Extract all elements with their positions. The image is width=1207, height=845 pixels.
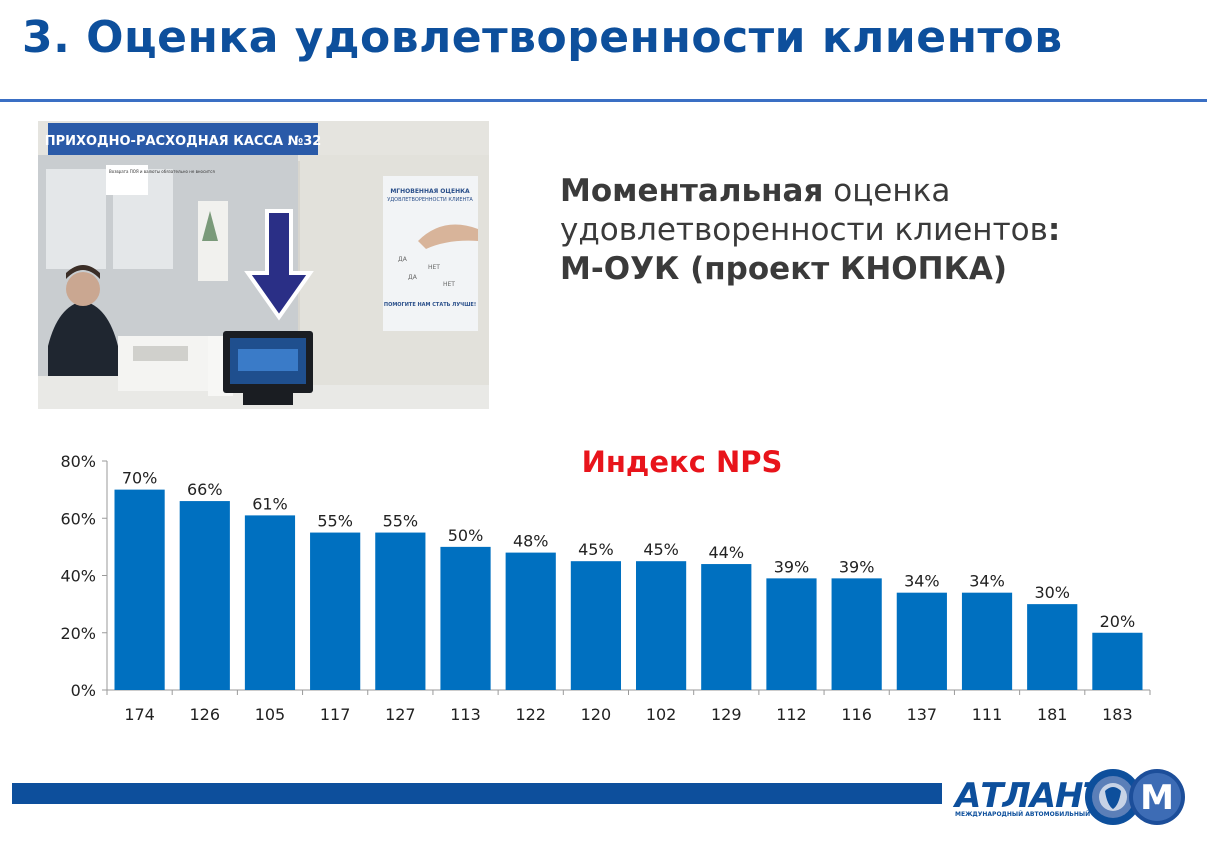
poster-word-4: НЕТ xyxy=(443,281,455,288)
poster-bottom-text: ПОМОГИТЕ НАМ СТАТЬ ЛУЧШЕ! xyxy=(384,302,476,308)
description-line-3: М-ОУК (проект КНОПКА) xyxy=(560,250,1160,289)
cash-desk-photo: ПРИХОДНО-РАСХОДНАЯ КАССА №32 Возврата ПО… xyxy=(38,121,489,409)
atlant-logo-text: АТЛАНТ xyxy=(955,776,1106,816)
down-arrow-icon xyxy=(244,209,314,321)
y-tick-label: 80% xyxy=(60,452,96,471)
x-tick-label: 116 xyxy=(841,705,872,724)
bar xyxy=(570,561,622,690)
bar-value-label: 34% xyxy=(904,572,940,591)
atlant-logo-subtext: МЕЖДУНАРОДНЫЙ АВТОМОБИЛЬНЫЙ ХОЛДИНГ xyxy=(955,811,1127,818)
chart-title: Индекс NPS xyxy=(582,445,783,479)
bar-value-label: 66% xyxy=(187,480,223,499)
bar-value-label: 45% xyxy=(578,540,614,559)
bar xyxy=(766,578,817,690)
bar-value-label: 44% xyxy=(709,543,745,562)
emblem-letter: М xyxy=(1140,778,1174,818)
cash-desk-sign-text: ПРИХОДНО-РАСХОДНАЯ КАССА №32 xyxy=(45,134,322,149)
button-project-description: Моментальная оценка удовлетворенности кл… xyxy=(560,172,1160,289)
poster-title-2: УДОВЛЕТВОРЕННОСТИ КЛИЕНТА xyxy=(387,197,473,203)
x-tick-label: 129 xyxy=(711,705,742,724)
x-tick-label: 127 xyxy=(385,705,416,724)
x-tick-label: 120 xyxy=(581,705,612,724)
x-tick-label: 105 xyxy=(255,705,286,724)
bar xyxy=(440,546,491,690)
x-tick-label: 181 xyxy=(1037,705,1068,724)
y-tick-label: 0% xyxy=(71,681,96,700)
bar-value-label: 39% xyxy=(774,557,810,576)
x-tick-label: 183 xyxy=(1102,705,1133,724)
notice-text: Возврата ПОЯ и валюты обязательно не вно… xyxy=(109,169,215,174)
description-line-2: удовлетворенности клиентов: xyxy=(560,211,1160,250)
poster xyxy=(383,176,478,331)
bar xyxy=(831,578,882,690)
bar-value-label: 55% xyxy=(317,512,353,531)
bar-value-label: 20% xyxy=(1100,612,1136,631)
description-line-3-text: М-ОУК (проект КНОПКА) xyxy=(560,251,1008,287)
bar-value-label: 50% xyxy=(448,526,484,545)
bar-value-label: 70% xyxy=(122,469,158,488)
bar-value-label: 45% xyxy=(643,540,679,559)
x-tick-label: 137 xyxy=(907,705,938,724)
x-tick-label: 174 xyxy=(124,705,155,724)
x-tick-label: 111 xyxy=(972,705,1003,724)
description-line-1-rest: оценка xyxy=(823,173,951,209)
y-tick-label: 40% xyxy=(60,567,96,586)
slide-title: 3. Оценка удовлетворенности клиентов xyxy=(22,12,1063,63)
description-line-2-colon: : xyxy=(1047,212,1061,248)
bar xyxy=(1092,632,1143,690)
description-line-2-text: удовлетворенности клиентов xyxy=(560,212,1048,248)
bar xyxy=(114,489,165,690)
bar-value-label: 30% xyxy=(1034,583,1070,602)
bar-value-label: 48% xyxy=(513,532,549,551)
bar xyxy=(635,561,687,690)
bar-value-label: 55% xyxy=(383,512,419,531)
bar xyxy=(244,515,296,690)
y-tick-label: 20% xyxy=(60,624,96,643)
title-divider xyxy=(0,99,1207,102)
poster-word-1: ДА xyxy=(398,256,408,263)
poster-title-1: МГНОВЕННАЯ ОЦЕНКА xyxy=(390,188,470,195)
bar-value-label: 61% xyxy=(252,494,288,513)
description-line-1: Моментальная оценка xyxy=(560,172,1160,211)
x-tick-label: 126 xyxy=(190,705,221,724)
bar xyxy=(961,592,1013,690)
bar xyxy=(896,592,947,690)
bar xyxy=(701,564,752,690)
x-tick-label: 113 xyxy=(450,705,481,724)
x-tick-label: 112 xyxy=(776,705,807,724)
atlant-emblem-icon: М xyxy=(1085,769,1185,825)
notice-sheet xyxy=(106,165,148,195)
bar xyxy=(1027,604,1078,690)
y-tick-label: 60% xyxy=(60,509,96,528)
description-bold-word: Моментальная xyxy=(560,173,824,209)
cash-desk-sign xyxy=(48,123,318,155)
bar-value-label: 39% xyxy=(839,557,875,576)
poster-word-3: ДА xyxy=(408,274,418,281)
bar-value-label: 34% xyxy=(969,572,1005,591)
x-tick-label: 102 xyxy=(646,705,677,724)
footer-bar xyxy=(12,783,942,804)
bar xyxy=(310,532,361,690)
nps-bar-chart: Индекс NPS 0% 20% 40% 60% 80% 70% 174 66% 126 61% 1… xyxy=(60,445,1151,724)
bar xyxy=(179,501,230,690)
x-tick-label: 122 xyxy=(515,705,546,724)
bar xyxy=(505,552,556,690)
poster-word-2: НЕТ xyxy=(428,264,440,271)
bar xyxy=(375,532,426,690)
x-tick-label: 117 xyxy=(320,705,351,724)
